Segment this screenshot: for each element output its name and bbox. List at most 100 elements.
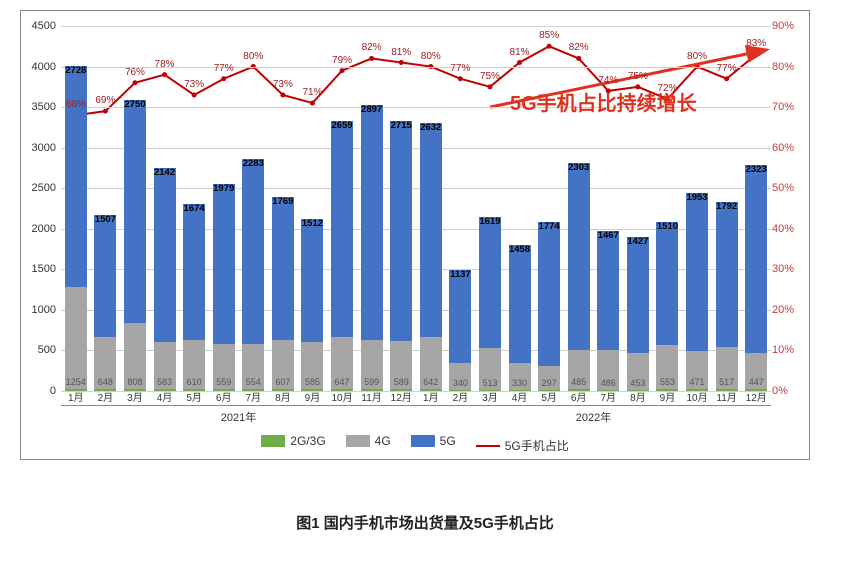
- legend-line-swatch: [476, 445, 500, 447]
- x-tick: 4月: [153, 389, 177, 404]
- x-tick: 8月: [271, 389, 295, 404]
- bar-5g-label: 1507: [90, 214, 120, 225]
- bar-group: 1512585: [301, 26, 323, 391]
- pct-label: 82%: [565, 42, 593, 53]
- pct-label: 78%: [151, 59, 179, 70]
- bar-5g-label: 1769: [268, 196, 298, 207]
- bar-5g-label: 1979: [209, 183, 239, 194]
- figure-caption: 图1 国内手机市场出货量及5G手机占比: [0, 512, 850, 533]
- bar-5g: [301, 219, 323, 342]
- bar-5g: [538, 222, 560, 366]
- bar-5g-label: 1674: [179, 203, 209, 214]
- x-tick: 12月: [744, 389, 768, 404]
- y-tick-right: 30%: [772, 263, 802, 275]
- bar-group: 27281254: [65, 26, 87, 391]
- bar-5g-label: 2632: [416, 122, 446, 133]
- x-tick: 3月: [123, 389, 147, 404]
- bar-5g: [390, 121, 412, 341]
- bar-5g: [213, 184, 235, 345]
- y-axis-right: 0%10%20%30%40%50%60%70%80%90%: [772, 26, 804, 391]
- bar-5g: [183, 204, 205, 340]
- bar-4g-label: 453: [626, 378, 650, 388]
- y-tick-right: 20%: [772, 304, 802, 316]
- bar-group: 1792517: [716, 26, 738, 391]
- y-tick-right: 90%: [772, 20, 802, 32]
- y-tick-right: 40%: [772, 223, 802, 235]
- legend-item: 4G: [346, 434, 391, 448]
- bar-4g-label: 648: [93, 377, 117, 387]
- y-tick-left: 4500: [26, 20, 56, 32]
- pct-label: 77%: [210, 63, 238, 74]
- bar-5g-label: 2323: [741, 164, 771, 175]
- y-tick-left: 2000: [26, 223, 56, 235]
- legend-swatch: [261, 435, 285, 447]
- bar-4g-label: 553: [655, 377, 679, 387]
- pct-label: 73%: [180, 79, 208, 90]
- x-tick: 3月: [478, 389, 502, 404]
- year-label: 2022年: [564, 409, 624, 425]
- bar-4g-label: 297: [537, 378, 561, 388]
- pct-label: 73%: [269, 79, 297, 90]
- bar-5g: [449, 270, 471, 362]
- bar-5g-label: 2303: [564, 162, 594, 173]
- bar-4g-label: 340: [448, 378, 472, 388]
- year-label: 2021年: [209, 409, 269, 425]
- y-tick-right: 50%: [772, 182, 802, 194]
- y-tick-left: 1000: [26, 304, 56, 316]
- pct-label: 79%: [328, 55, 356, 66]
- bar-4g-label: 647: [330, 377, 354, 387]
- legend-label: 2G/3G: [290, 434, 325, 448]
- legend-item: 5G: [411, 434, 456, 448]
- pct-label: 81%: [506, 47, 534, 58]
- x-tick: 8月: [626, 389, 650, 404]
- bar-5g-label: 1953: [682, 192, 712, 203]
- bar-5g: [509, 245, 531, 363]
- x-tick: 7月: [241, 389, 265, 404]
- bar-5g: [627, 237, 649, 353]
- bar-5g-label: 1467: [593, 230, 623, 241]
- pct-label: 69%: [91, 95, 119, 106]
- bar-5g: [479, 217, 501, 348]
- bar-group: 1507648: [94, 26, 116, 391]
- pct-label: 81%: [387, 47, 415, 58]
- x-tick: 2月: [448, 389, 472, 404]
- bar-5g: [361, 105, 383, 340]
- bar-group: 1979559: [213, 26, 235, 391]
- bar-4g-label: 808: [123, 377, 147, 387]
- bar-4g-label: 447: [744, 377, 768, 387]
- bar-4g-label: 585: [300, 377, 324, 387]
- bar-5g: [272, 197, 294, 340]
- y-tick-right: 0%: [772, 385, 802, 397]
- x-tick: 9月: [300, 389, 324, 404]
- x-tick: 2月: [93, 389, 117, 404]
- x-tick: 9月: [655, 389, 679, 404]
- bar-5g: [745, 165, 767, 353]
- pct-label: 76%: [121, 67, 149, 78]
- bar-5g-label: 1510: [652, 221, 682, 232]
- y-tick-left: 1500: [26, 263, 56, 275]
- pct-label: 74%: [594, 75, 622, 86]
- bar-5g: [597, 231, 619, 350]
- bar-4g-label: 610: [182, 377, 206, 387]
- x-axis: 1月2月3月4月5月6月7月8月9月10月11月12月1月2月3月4月5月6月7…: [61, 389, 771, 429]
- pct-label: 82%: [358, 42, 386, 53]
- x-tick: 5月: [182, 389, 206, 404]
- bar-5g-label: 2659: [327, 120, 357, 131]
- bar-group: 2323447: [745, 26, 767, 391]
- x-tick: 6月: [567, 389, 591, 404]
- legend-label: 5G: [440, 434, 456, 448]
- bar-5g-label: 1137: [445, 269, 475, 280]
- y-tick-right: 70%: [772, 101, 802, 113]
- bar-group: 2659647: [331, 26, 353, 391]
- pct-label: 83%: [742, 38, 770, 49]
- pct-label: 68%: [62, 99, 90, 110]
- bar-5g-label: 2750: [120, 99, 150, 110]
- bar-5g-label: 1427: [623, 236, 653, 247]
- x-tick: 12月: [389, 389, 413, 404]
- bar-5g-label: 2142: [150, 167, 180, 178]
- legend-swatch: [346, 435, 370, 447]
- bar-5g: [656, 222, 678, 344]
- bar-5g: [686, 193, 708, 351]
- bar-group: 2715589: [390, 26, 412, 391]
- bar-group: 1458330: [509, 26, 531, 391]
